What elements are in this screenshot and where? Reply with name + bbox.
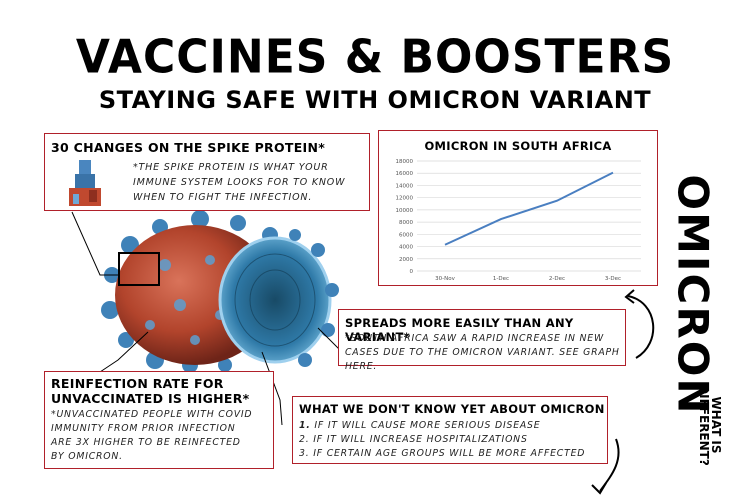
- y-tick-label: 18000: [396, 159, 414, 165]
- curved-arrow-right: [624, 289, 655, 359]
- spreads-box: SPREADS MORE EASILY THAN ANY VARIANT* *S…: [338, 309, 626, 372]
- spike-protein-box: 30 CHANGES ON THE SPIKE PROTEIN* *THE SP…: [44, 133, 370, 211]
- reinfection-heading-line2: UNVACCINATED IS HIGHER*: [51, 391, 250, 406]
- page-title: VACCINES & BOOSTERS: [75, 30, 675, 85]
- y-tick-label: 12000: [396, 196, 414, 202]
- y-tick-label: 16000: [396, 171, 414, 177]
- x-tick-label: 1-Dec: [493, 276, 509, 282]
- x-tick-label: 30-Nov: [435, 276, 455, 282]
- chart-box: OMICRON IN SOUTH AFRICA 0 2000 4000 6000 800…: [378, 130, 658, 286]
- spreads-heading: SPREADS MORE EASILY THAN ANY VARIANT*: [345, 316, 574, 344]
- y-tick-label: 14000: [396, 183, 414, 189]
- spike-protein-body: *THE SPIKE PROTEIN IS WHAT YOUR IMMUNE S…: [133, 162, 346, 203]
- x-tick-label: 3-Dec: [605, 276, 621, 282]
- spike-protein-heading: 30 CHANGES ON THE SPIKE PROTEIN*: [51, 140, 326, 155]
- spike-highlight-square: [118, 252, 160, 286]
- unknown-heading: WHAT WE DON'T KNOW YET ABOUT OMICRON: [299, 402, 605, 416]
- list-item: 1. IF IT WILL CAUSE MORE SERIOUS DISEASE: [299, 420, 541, 431]
- chart-plot: 0 2000 4000 6000 8000 10000 12000 14000 16000 180…: [396, 159, 641, 282]
- what-is-different-vertical: WHAT IS DIFFERENT?: [697, 375, 723, 475]
- unknown-box: WHAT WE DON'T KNOW YET ABOUT OMICRON 1. …: [292, 396, 608, 464]
- curved-arrow-bottom: [591, 438, 620, 495]
- spike-protein-thumbnail: [69, 160, 101, 206]
- list-item: 3. IF CERTAIN AGE GROUPS WILL BE MORE AF…: [299, 448, 586, 459]
- page-subtitle: STAYING SAFE WITH OMICRON VARIANT: [98, 86, 652, 114]
- spreads-body: *SOUTH AFRICA SAW A RAPID INCREASE IN NE…: [345, 333, 620, 372]
- y-tick-label: 8000: [399, 220, 413, 226]
- unknown-list: 1. IF IT WILL CAUSE MORE SERIOUS DISEASE…: [299, 419, 585, 461]
- y-tick-label: 6000: [399, 232, 413, 238]
- y-tick-label: 0: [410, 269, 414, 275]
- list-item: 2. IF IT WILL INCREASE HOSPITALIZATIONS: [299, 434, 528, 445]
- y-tick-label: 4000: [399, 245, 413, 251]
- what-is-different-text: WHAT IS DIFFERENT?: [697, 384, 723, 466]
- virus-cross-section: [218, 236, 332, 364]
- virus-illustration: [101, 210, 339, 373]
- series-line: [444, 171, 614, 246]
- reinfection-box: REINFECTION RATE FOR UNVACCINATED IS HIG…: [44, 371, 274, 469]
- x-tick-label: 2-Dec: [549, 276, 565, 282]
- y-tick-label: 10000: [396, 208, 414, 214]
- reinfection-body: *UNVACCINATED PEOPLE WITH COVID IMMUNITY…: [51, 409, 253, 462]
- y-tick-label: 2000: [399, 257, 413, 263]
- reinfection-heading-line1: REINFECTION RATE FOR: [51, 376, 224, 391]
- chart-title: OMICRON IN SOUTH AFRICA: [424, 139, 612, 153]
